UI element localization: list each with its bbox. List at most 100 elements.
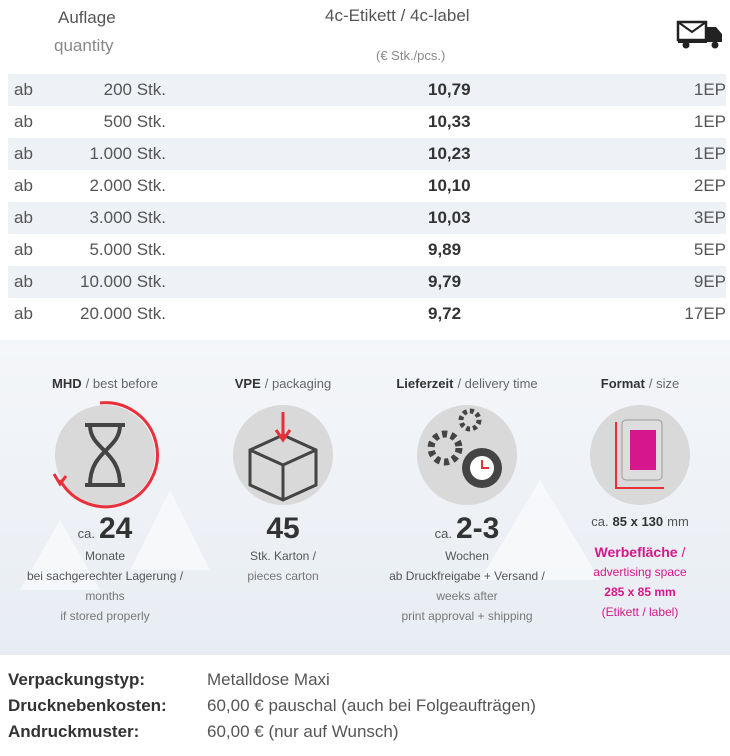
quantity: 2.000 Stk. <box>89 176 166 195</box>
info-column: VPE / packaging 45 Stk. Karton / pieces cart… <box>193 376 373 586</box>
price-row: ab 3.000 Stk. 10,03 3EP <box>8 202 726 234</box>
subtitle: / delivery time <box>457 376 538 391</box>
big-row: ca. 2-3 <box>377 512 557 546</box>
info-line: Stk. Karton / <box>249 549 317 563</box>
title: Format <box>600 376 645 391</box>
big-value: 2-3 <box>455 512 500 545</box>
info-line-en: advertising space <box>593 565 687 579</box>
price: 9,79 <box>428 272 462 291</box>
big-row: 45 <box>193 512 373 546</box>
title: Lieferzeit <box>396 376 454 391</box>
quantity: 3.000 Stk. <box>89 208 166 227</box>
prefix: ab <box>14 272 33 291</box>
title: VPE <box>234 376 261 391</box>
header-quantity-en: quantity <box>54 36 114 55</box>
big-row: ca. 24 <box>15 512 195 546</box>
info-section: MHD / best before ca. 24 Monate bei sachgerec… <box>0 340 730 655</box>
footer-row: Andruckmuster: 60,00 € (nur auf Wunsch) <box>8 719 728 745</box>
info-title: Lieferzeit / delivery time <box>377 376 557 402</box>
info-line-en: (Etikett / label) <box>601 605 679 619</box>
info-column: MHD / best before ca. 24 Monate bei sachgerec… <box>15 376 195 626</box>
quantity: 200 Stk. <box>103 80 166 99</box>
spacer <box>15 402 195 512</box>
icons <box>20 401 690 590</box>
prefix: ab <box>14 80 33 99</box>
size: 85 x 130 <box>612 514 664 529</box>
prefix: ab <box>14 144 33 163</box>
footer-row: Drucknebenkosten: 60,00 € pauschal (auch … <box>8 693 728 719</box>
gap <box>550 532 730 542</box>
truck-icon <box>676 20 722 49</box>
price: 9,89 <box>428 240 462 259</box>
info-column: Lieferzeit / delivery time ca. 2-3 Wochen ab … <box>377 376 557 626</box>
prefix: ab <box>14 112 33 131</box>
footer-key: Verpackungstyp: <box>8 670 145 689</box>
info-title: Format / size <box>550 376 730 402</box>
quantity: 5.000 Stk. <box>89 240 166 259</box>
price-row: ab 200 Stk. 10,79 1EP <box>8 74 726 106</box>
info-line-en: if stored properly <box>60 609 150 623</box>
price-row: ab 10.000 Stk. 9,79 9EP <box>8 266 726 298</box>
shipping: 1EP <box>693 144 726 163</box>
price-row: ab 20.000 Stk. 9,72 17EP <box>8 298 726 330</box>
spacer <box>377 402 557 512</box>
title: MHD <box>52 376 82 391</box>
info-line-en: weeks after <box>436 589 498 603</box>
prefix: ab <box>14 304 33 323</box>
shipping: 17EP <box>684 304 726 323</box>
shipping: 1EP <box>693 80 726 99</box>
shipping: 1EP <box>693 112 726 131</box>
quantity: 20.000 Stk. <box>79 304 166 323</box>
price-row: ab 1.000 Stk. 10,23 1EP <box>8 138 726 170</box>
big-value: 24 <box>98 512 133 545</box>
prefix: ab <box>14 208 33 227</box>
area-title: Werbefläche <box>594 544 678 560</box>
footer-key: Drucknebenkosten: <box>8 696 167 715</box>
prefix: ab <box>14 240 33 259</box>
footer-row: Verpackungstyp: Metalldose Maxi <box>8 667 728 693</box>
subtitle: / packaging <box>264 376 332 391</box>
ca: ca. <box>434 526 452 541</box>
info-title: VPE / packaging <box>193 376 373 402</box>
shipping: 2EP <box>693 176 726 195</box>
info-line-en: pieces carton <box>247 569 319 583</box>
info-line: ab Druckfreigabe + Versand / <box>389 569 545 583</box>
info-line-en: print approval + shipping <box>401 609 533 623</box>
quantity: 500 Stk. <box>103 112 166 131</box>
quantity: 1.000 Stk. <box>89 144 166 163</box>
shipping: 9EP <box>693 272 726 291</box>
area-row: Werbefläche / <box>550 542 730 562</box>
price: 9,72 <box>428 304 462 323</box>
footer-value: 60,00 € (nur auf Wunsch) <box>207 722 399 741</box>
info-title: MHD / best before <box>15 376 195 402</box>
prefix: ab <box>14 176 33 195</box>
price: 10,03 <box>428 208 471 227</box>
price-row: ab 2.000 Stk. 10,10 2EP <box>8 170 726 202</box>
info-line: Wochen <box>445 549 489 563</box>
price: 10,10 <box>428 176 471 195</box>
shipping: 3EP <box>693 208 726 227</box>
size-prefix: ca. <box>591 514 609 529</box>
size-unit: mm <box>667 514 689 529</box>
header-label: 4c-Etikett / 4c-label <box>325 6 470 25</box>
info-line-en: 285 x 85 mm <box>604 585 676 599</box>
footer-value: Metalldose Maxi <box>207 670 330 689</box>
footer-key: Andruckmuster: <box>8 722 140 741</box>
info-line-en: months <box>85 589 125 603</box>
price-row: ab 5.000 Stk. 9,89 5EP <box>8 234 726 266</box>
area-slash: / <box>681 544 686 560</box>
shipping: 5EP <box>693 240 726 259</box>
big-value: 45 <box>266 512 300 545</box>
header-unit: (€ Stk./pcs.) <box>376 48 446 63</box>
price: 10,23 <box>428 144 471 163</box>
info-column: Format / size ca. 85 x 130 mm Werbefläche / adv… <box>550 376 730 622</box>
info-line: bei sachgerechter Lagerung / <box>26 569 184 583</box>
info-line: Monate <box>84 549 126 563</box>
price: 10,33 <box>428 112 471 131</box>
price: 10,79 <box>428 80 471 99</box>
spacer <box>550 402 730 512</box>
subtitle: / size <box>648 376 680 391</box>
price-row: ab 500 Stk. 10,33 1EP <box>8 106 726 138</box>
spacer <box>193 402 373 512</box>
